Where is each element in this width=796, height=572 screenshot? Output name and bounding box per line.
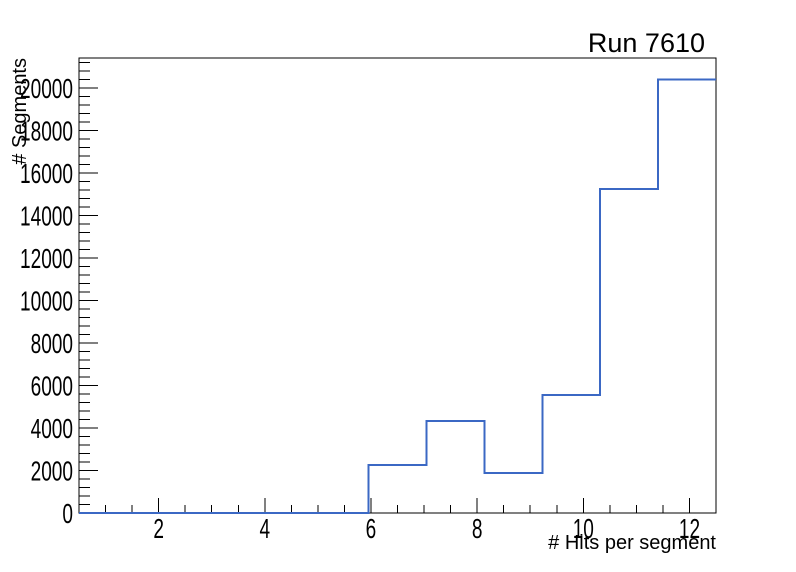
- x-tick-label: 6: [366, 513, 377, 544]
- x-tick-label: 2: [153, 513, 164, 544]
- x-tick-labels: 2 4 6 8 10 12: [153, 513, 700, 544]
- y-tick-label: 16000: [20, 158, 73, 189]
- y-axis-ticks: [79, 62, 98, 514]
- y-tick-label: 20000: [20, 73, 73, 104]
- y-tick-labels: 0 2000 4000 6000 8000 10000 12000 14000 16000 180…: [20, 73, 73, 529]
- histogram-line: [79, 78, 716, 514]
- y-tick-label: 12000: [20, 243, 73, 274]
- y-tick-label: 10000: [20, 286, 73, 317]
- x-axis-ticks: [105, 498, 690, 513]
- y-tick-label: 8000: [31, 328, 73, 359]
- x-tick-label: 12: [679, 513, 700, 544]
- y-tick-label: 2000: [31, 456, 73, 487]
- x-tick-label: 4: [259, 513, 270, 544]
- plot-frame: [78, 57, 717, 514]
- x-tick-label: 8: [472, 513, 483, 544]
- y-tick-label: 14000: [20, 201, 73, 232]
- y-tick-label: 18000: [20, 116, 73, 147]
- y-tick-label: 0: [62, 498, 73, 529]
- y-tick-label: 6000: [31, 371, 73, 402]
- chart-title: Run 7610: [588, 28, 705, 58]
- x-axis-title: # Hits per segment: [548, 532, 716, 554]
- y-tick-label: 4000: [31, 413, 73, 444]
- x-tick-label: 10: [573, 513, 594, 544]
- y-axis-title: # Segments: [9, 58, 31, 165]
